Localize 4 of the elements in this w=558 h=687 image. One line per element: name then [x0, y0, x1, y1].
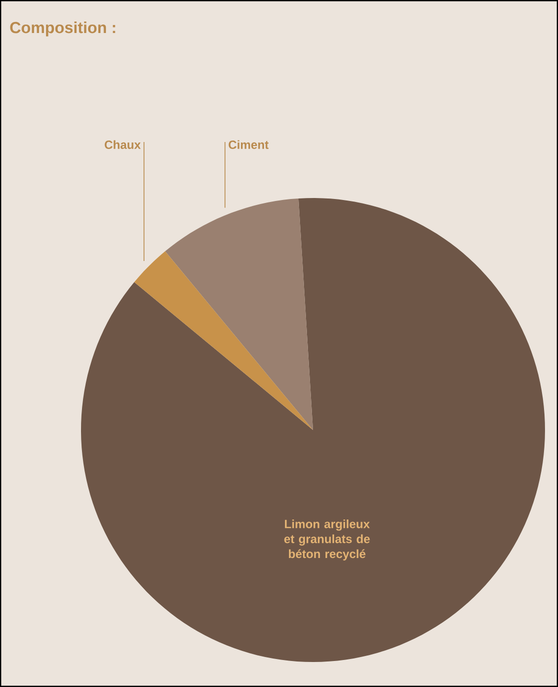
slice-label: Chaux [104, 140, 141, 149]
slice-label: Ciment [228, 140, 269, 149]
chart-title: Composition : [10, 22, 116, 36]
slice-label: Limon argileux et granulats de béton recyclé [284, 519, 370, 561]
